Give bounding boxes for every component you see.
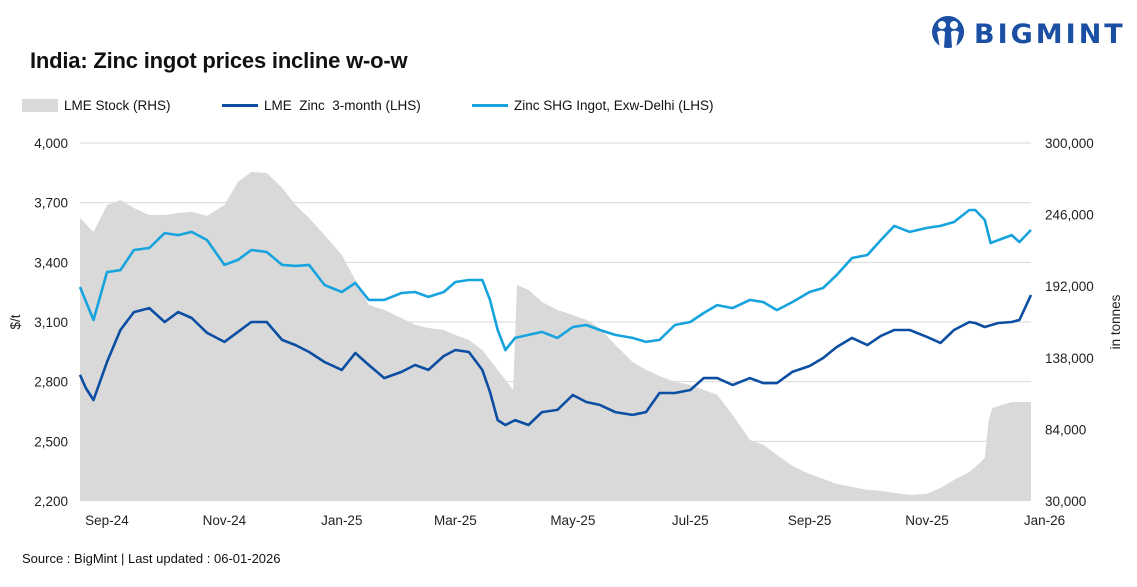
legend-item-lme-stock: LME Stock (RHS) (22, 98, 171, 113)
legend-label: Zinc SHG Ingot, Exw-Delhi (LHS) (514, 98, 714, 113)
legend-item-lme-zinc: LME Zinc 3-month (LHS) (222, 98, 421, 113)
zinc-shg-line (78, 208, 1032, 352)
y2-tick-label: 300,000 (1045, 136, 1094, 151)
y2-tick-label: 84,000 (1045, 422, 1086, 437)
lme-zinc-line (78, 294, 1033, 427)
legend-swatch-area (22, 99, 58, 112)
chart-title: India: Zinc ingot prices incline w-o-w (30, 48, 408, 73)
y2-axis-label: in tonnes (1108, 294, 1123, 349)
y2-tick-label: 192,000 (1045, 279, 1094, 294)
x-tick-label: Nov-24 (203, 513, 247, 528)
y-tick-label: 3,700 (34, 196, 68, 211)
y-tick-label: 3,400 (34, 255, 68, 270)
y-tick-label: 2,200 (34, 494, 68, 509)
y-tick-label: 4,000 (34, 136, 68, 151)
y2-tick-label: 30,000 (1045, 494, 1086, 509)
legend-swatch-line (222, 104, 258, 107)
x-tick-label: Nov-25 (905, 513, 949, 528)
y-tick-label: 2,500 (34, 434, 68, 449)
legend-item-zinc-shg: Zinc SHG Ingot, Exw-Delhi (LHS) (472, 98, 714, 113)
y2-tick-label: 138,000 (1045, 351, 1094, 366)
x-tick-label: Sep-25 (788, 513, 832, 528)
x-tick-label: Jan-26 (1024, 513, 1065, 528)
bigmint-logo-text: BIGMINT (974, 18, 1126, 50)
x-tick-label: Mar-25 (434, 513, 477, 528)
bigmint-logo: BIGMINT (930, 14, 1126, 54)
source-note: Source : BigMint | Last updated : 06-01-… (22, 551, 281, 566)
x-tick-label: Sep-24 (85, 513, 129, 528)
y-tick-label: 2,800 (34, 375, 68, 390)
y-tick-label: 3,100 (34, 315, 68, 330)
x-tick-label: May-25 (550, 513, 595, 528)
legend-label: LME Zinc 3-month (LHS) (264, 98, 421, 113)
x-tick-label: Jul-25 (672, 513, 709, 528)
y-axis-label: $/t (8, 314, 23, 329)
bigmint-logo-icon (932, 16, 965, 48)
y2-tick-label: 246,000 (1045, 208, 1094, 223)
legend-swatch-line (472, 104, 508, 107)
x-tick-label: Jan-25 (321, 513, 362, 528)
legend-label: LME Stock (RHS) (64, 98, 171, 113)
